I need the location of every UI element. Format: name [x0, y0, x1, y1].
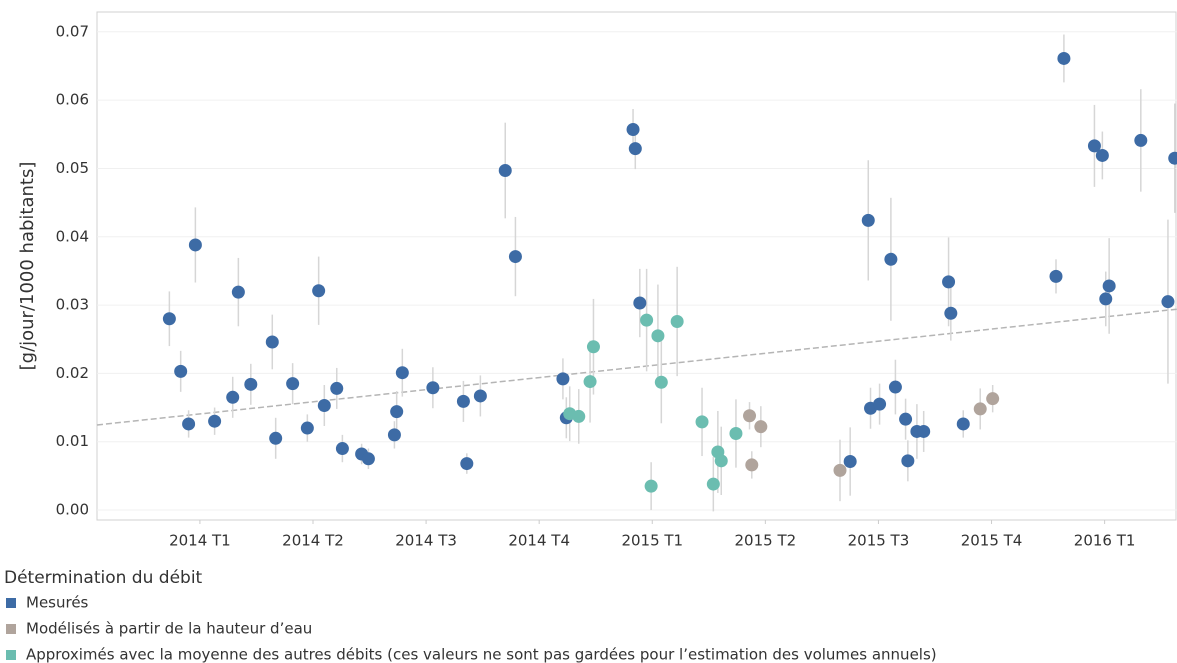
point: [556, 372, 570, 386]
point: [917, 424, 931, 438]
point: [706, 477, 720, 491]
point: [833, 463, 847, 477]
point: [583, 375, 597, 389]
point: [226, 390, 240, 404]
point: [182, 417, 196, 431]
legend-swatch: [6, 650, 16, 660]
point: [640, 313, 654, 327]
x-tick-label: 2014 T3: [395, 532, 457, 550]
point: [208, 414, 222, 428]
point: [670, 314, 684, 328]
point: [286, 377, 300, 391]
point: [1134, 133, 1148, 147]
y-tick-label: 0.05: [56, 159, 89, 177]
point: [861, 213, 875, 227]
x-tick-label: 2014 T2: [282, 532, 344, 550]
point: [884, 252, 898, 266]
point: [387, 428, 401, 442]
y-axis-label: [g/jour/1000 habitants]: [17, 162, 38, 371]
point: [1087, 139, 1101, 153]
y-tick-label: 0.02: [56, 364, 89, 382]
x-tick-label: 2014 T4: [508, 532, 570, 550]
point: [714, 454, 728, 468]
point: [628, 142, 642, 156]
trend-line: [96, 308, 1177, 426]
x-tick-label: 2015 T4: [961, 532, 1023, 550]
point: [873, 397, 887, 411]
point: [644, 479, 658, 493]
point: [1102, 279, 1116, 293]
x-tick-label: 2015 T3: [848, 532, 910, 550]
x-tick-label: 2014 T1: [169, 532, 231, 550]
point: [695, 415, 709, 429]
x-tick-label: 2016 T1: [1074, 532, 1136, 550]
legend-swatch: [6, 624, 16, 634]
point: [1099, 292, 1113, 306]
legend-label: Approximés avec la moyenne des autres dé…: [26, 646, 937, 663]
point: [651, 329, 665, 343]
y-tick-label: 0.04: [56, 227, 89, 245]
point: [986, 392, 1000, 406]
point: [269, 431, 283, 445]
point: [174, 364, 188, 378]
point: [312, 284, 326, 298]
point: [942, 275, 956, 289]
point: [1168, 151, 1177, 165]
point: [1057, 51, 1071, 65]
legend-label: Modélisés à partir de la hauteur d’eau: [26, 620, 312, 638]
x-tick-label: 2015 T2: [735, 532, 797, 550]
point: [426, 381, 440, 395]
point: [754, 420, 768, 434]
y-tick-label: 0.07: [56, 22, 89, 40]
point: [330, 381, 344, 395]
point: [626, 123, 640, 137]
point: [231, 285, 245, 299]
x-tick-label: 2015 T1: [621, 532, 683, 550]
point: [300, 421, 314, 435]
point: [244, 377, 258, 391]
point: [729, 427, 743, 441]
point: [1049, 269, 1063, 283]
point: [390, 405, 404, 419]
point: [586, 340, 600, 354]
point: [633, 296, 647, 310]
point: [888, 380, 902, 394]
point: [460, 457, 474, 471]
point: [973, 402, 987, 416]
y-tick-label: 0.00: [56, 501, 89, 519]
point: [473, 389, 487, 403]
point: [395, 366, 409, 380]
point: [317, 399, 331, 413]
y-tick-label: 0.01: [56, 432, 89, 450]
point: [572, 409, 586, 423]
point: [361, 452, 375, 466]
point: [498, 163, 512, 177]
point: [188, 238, 202, 252]
legend-swatch: [6, 598, 16, 608]
legend-label: Mesurés: [26, 594, 89, 612]
point: [508, 250, 522, 264]
point: [1095, 148, 1109, 162]
point: [899, 412, 913, 426]
point: [901, 454, 915, 468]
y-tick-label: 0.06: [56, 91, 89, 109]
point: [743, 409, 757, 423]
point: [956, 417, 970, 431]
point: [265, 335, 279, 349]
legend-title: Détermination du débit: [4, 568, 203, 588]
point: [843, 455, 857, 469]
y-tick-label: 0.03: [56, 296, 89, 314]
point: [944, 306, 958, 320]
point: [745, 458, 759, 472]
point: [654, 375, 668, 389]
point: [456, 394, 470, 408]
point: [335, 442, 349, 456]
point: [162, 312, 176, 326]
plot-frame: [96, 11, 1177, 521]
point: [1161, 295, 1175, 309]
